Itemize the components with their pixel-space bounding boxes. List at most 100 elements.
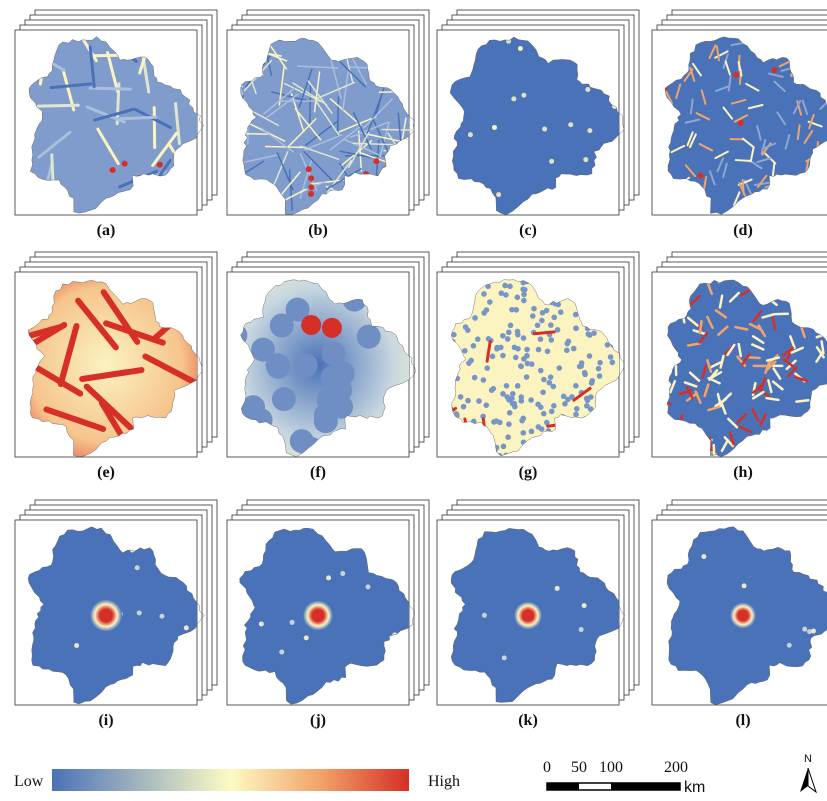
texture — [738, 120, 744, 126]
panel-label: (l) — [735, 712, 750, 729]
texture — [512, 345, 518, 351]
texture — [698, 173, 704, 179]
texture — [538, 336, 544, 342]
texture — [772, 67, 778, 73]
texture — [742, 583, 747, 588]
texture — [340, 571, 345, 576]
texture — [357, 325, 381, 349]
north-arrow-left — [800, 768, 808, 792]
texture — [500, 333, 506, 339]
texture — [476, 398, 482, 404]
panel-label: (j) — [310, 712, 326, 729]
texture — [505, 434, 511, 440]
texture — [259, 621, 264, 626]
texture — [538, 368, 544, 374]
texture — [458, 394, 464, 400]
texture — [522, 287, 528, 293]
scale-tick: 50 — [571, 759, 587, 776]
texture — [515, 383, 521, 389]
texture — [489, 387, 495, 393]
texture — [465, 398, 471, 404]
texture — [499, 290, 505, 296]
scale-tick: 100 — [599, 759, 623, 776]
texture — [701, 554, 706, 559]
texture — [518, 363, 524, 369]
texture — [496, 192, 501, 197]
texture — [515, 329, 521, 335]
texture — [279, 650, 284, 655]
texture — [515, 295, 521, 301]
texture — [521, 416, 527, 422]
texture — [568, 122, 573, 127]
texture — [796, 400, 808, 401]
texture — [551, 403, 557, 409]
texture — [521, 335, 527, 341]
texture — [481, 310, 487, 316]
texture — [468, 132, 473, 137]
texture — [270, 313, 294, 337]
texture — [518, 46, 523, 51]
texture — [509, 307, 515, 313]
texture — [588, 394, 594, 400]
hotspot — [303, 601, 333, 631]
texture — [465, 327, 471, 333]
texture — [500, 391, 506, 397]
scale-tick: 200 — [664, 759, 688, 776]
texture — [521, 93, 526, 98]
map-panel: (b) — [200, 0, 443, 243]
texture — [545, 348, 551, 354]
texture — [608, 354, 614, 360]
panel-label: (e) — [97, 464, 115, 481]
texture — [481, 377, 487, 383]
texture — [589, 378, 595, 384]
texture — [475, 336, 481, 342]
texture — [578, 363, 584, 369]
texture — [574, 406, 580, 412]
texture — [159, 614, 164, 619]
north-arrow-right — [808, 768, 816, 792]
texture — [308, 191, 314, 197]
texture — [521, 298, 527, 304]
texture — [787, 643, 792, 648]
texture — [524, 347, 530, 353]
texture — [110, 167, 116, 173]
texture — [513, 355, 519, 361]
texture — [472, 375, 478, 381]
texture — [548, 322, 554, 328]
texture — [266, 355, 290, 379]
texture — [373, 158, 379, 164]
map-panel: (a) — [12, 0, 217, 243]
map-panel: (e) — [0, 247, 241, 496]
texture — [38, 105, 78, 106]
legend-high: High — [428, 773, 460, 790]
texture — [544, 308, 550, 314]
panels: (a)(b)(c)(d)(e)(f)(g)(h)(i)(j)(k)(l) — [0, 0, 827, 729]
map-panel: (j) — [227, 500, 429, 729]
scale-tick: 0 — [543, 759, 551, 776]
texture — [549, 409, 555, 415]
scale-bar: 0 50 100 200 km — [543, 759, 705, 796]
texture — [494, 346, 500, 352]
scale-seg — [547, 783, 579, 790]
texture — [157, 162, 163, 168]
legend-low: Low — [14, 773, 44, 790]
texture — [535, 322, 541, 328]
texture — [90, 88, 130, 89]
texture — [471, 343, 477, 349]
map-panel: (k) — [437, 500, 639, 729]
texture — [508, 323, 514, 329]
texture — [308, 175, 314, 181]
texture — [547, 380, 553, 386]
texture — [802, 627, 807, 632]
texture — [272, 387, 296, 411]
texture — [462, 348, 468, 354]
texture — [549, 337, 555, 343]
map-panel: (c) — [435, 10, 639, 239]
texture — [290, 620, 295, 625]
texture — [733, 72, 739, 78]
texture — [74, 643, 79, 648]
texture — [306, 166, 312, 172]
texture — [502, 655, 507, 660]
texture — [122, 161, 128, 167]
texture — [308, 184, 314, 190]
